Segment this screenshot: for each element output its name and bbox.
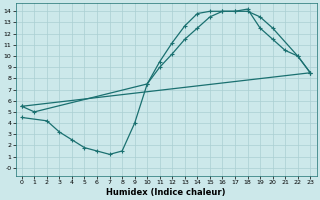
- X-axis label: Humidex (Indice chaleur): Humidex (Indice chaleur): [106, 188, 226, 197]
